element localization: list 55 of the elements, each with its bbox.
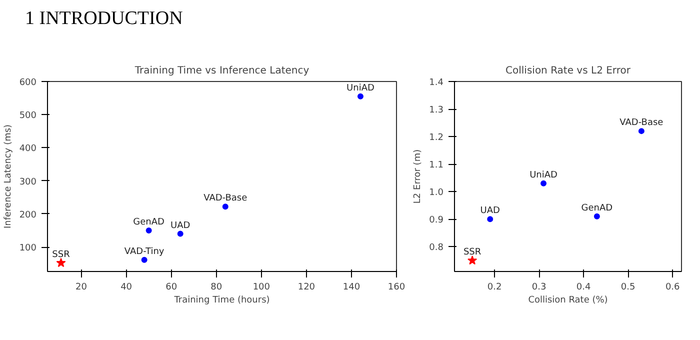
x-axis-title: Training Time (hours) xyxy=(173,296,270,306)
y-tick-label: 1.2 xyxy=(429,133,444,144)
series-label: VAD-Base xyxy=(620,118,664,128)
y-tick-label: 0.9 xyxy=(429,216,444,226)
series-label: GenAD xyxy=(133,217,165,228)
point xyxy=(357,93,364,100)
point xyxy=(638,128,644,134)
y-tick-label: 100 xyxy=(19,244,37,254)
point xyxy=(222,204,228,210)
chart-title: Collision Rate vs L2 Error xyxy=(506,66,632,76)
y-axis-title: L2 Error (m) xyxy=(413,149,424,204)
point xyxy=(56,258,66,268)
x-tick-label: 100 xyxy=(252,282,270,292)
text: 1 INTRODUCTION xyxy=(25,7,183,31)
y-tick-label: 600 xyxy=(19,78,37,88)
y-tick-label: 1.1 xyxy=(429,160,444,171)
y-tick-label: 1.3 xyxy=(429,106,444,116)
x-tick-label: 0.5 xyxy=(620,282,636,292)
series-label: UAD xyxy=(480,206,500,216)
point xyxy=(146,227,152,234)
series-label: VAD-Base xyxy=(204,194,248,204)
x-tick-label: 160 xyxy=(388,282,406,292)
y-tick-label: 400 xyxy=(19,144,37,154)
x-tick-label: 20 xyxy=(76,282,88,292)
point xyxy=(141,256,148,263)
y-axis-title: Inference Latency (ms) xyxy=(3,124,14,229)
series-label: UAD xyxy=(170,220,190,231)
x-tick-label: 60 xyxy=(166,282,178,292)
x-tick-label: 0.2 xyxy=(487,282,502,292)
y-tick-label: 0.8 xyxy=(429,243,444,254)
x-tick-label: 0.6 xyxy=(665,282,680,292)
series-label: VAD-Tiny xyxy=(124,246,165,257)
chart-title: Training Time vs Inference Latency xyxy=(134,66,310,76)
x-axis-title: Collision Rate (%) xyxy=(528,296,608,306)
x-tick-label: 80 xyxy=(210,282,222,292)
series-label: UniAD xyxy=(346,83,374,94)
series-label: UniAD xyxy=(530,170,558,180)
point xyxy=(540,180,547,186)
point xyxy=(487,216,494,222)
x-tick-label: 0.3 xyxy=(532,282,546,292)
point xyxy=(594,213,600,220)
x-tick-label: 0.4 xyxy=(576,282,592,292)
x-tick-label: 120 xyxy=(298,282,316,292)
y-tick-label: 1.0 xyxy=(429,188,444,198)
y-tick-label: 1.4 xyxy=(429,78,444,88)
series-label: SSR xyxy=(52,250,70,260)
series-label: SSR xyxy=(463,247,482,258)
y-tick-label: 200 xyxy=(19,210,37,220)
y-tick-label: 300 xyxy=(19,177,37,188)
x-tick-label: 40 xyxy=(120,282,132,292)
point xyxy=(177,230,184,237)
y-tick-label: 500 xyxy=(19,111,37,122)
point xyxy=(468,255,478,265)
series-label: GenAD xyxy=(581,203,613,214)
x-tick-label: 140 xyxy=(342,282,360,292)
